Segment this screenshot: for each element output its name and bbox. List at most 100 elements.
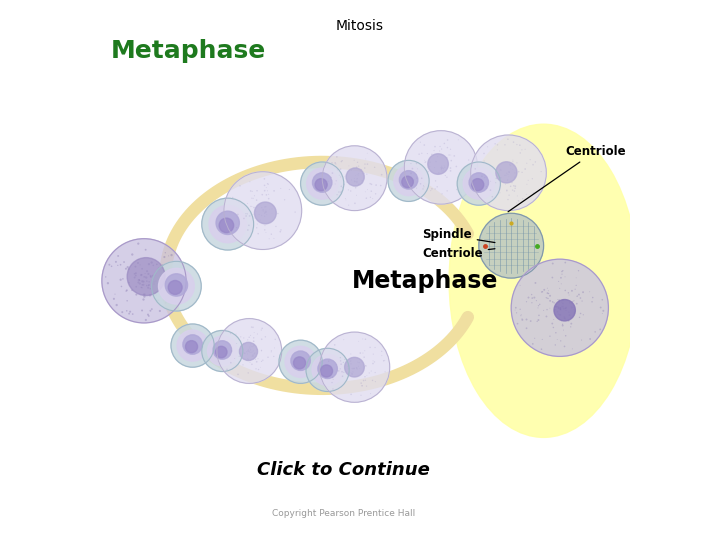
Point	[503, 172, 515, 181]
Point	[515, 312, 526, 320]
Point	[248, 192, 260, 200]
Point	[552, 295, 564, 304]
Point	[335, 353, 346, 362]
Point	[340, 194, 351, 203]
Point	[132, 239, 144, 248]
Point	[478, 157, 490, 165]
Point	[244, 343, 256, 352]
Point	[262, 353, 274, 362]
Point	[132, 255, 144, 264]
Circle shape	[152, 261, 202, 311]
Point	[495, 173, 507, 182]
Circle shape	[279, 340, 323, 383]
Point	[256, 207, 268, 215]
Circle shape	[213, 341, 232, 359]
Point	[554, 284, 565, 293]
Point	[275, 184, 287, 193]
Point	[441, 143, 453, 152]
Point	[348, 364, 360, 373]
Point	[586, 298, 598, 306]
Point	[356, 179, 368, 188]
Point	[575, 294, 586, 302]
Point	[240, 210, 252, 218]
Point	[243, 333, 255, 342]
Point	[266, 230, 277, 239]
Point	[130, 291, 142, 299]
Point	[352, 171, 364, 180]
Circle shape	[207, 336, 237, 366]
Point	[416, 174, 428, 183]
Point	[216, 348, 228, 357]
Point	[548, 315, 559, 324]
Point	[364, 193, 376, 201]
Point	[430, 177, 441, 185]
Circle shape	[469, 173, 489, 192]
Point	[351, 177, 362, 186]
Point	[251, 186, 263, 195]
Point	[367, 350, 379, 359]
Point	[338, 335, 349, 344]
Point	[275, 226, 287, 234]
Circle shape	[463, 168, 495, 199]
Point	[134, 276, 145, 285]
Point	[503, 167, 515, 176]
Point	[557, 296, 569, 305]
Point	[556, 316, 567, 325]
Point	[451, 185, 463, 194]
Point	[244, 358, 256, 367]
Point	[143, 281, 155, 289]
Point	[361, 185, 373, 194]
Circle shape	[202, 330, 243, 372]
Circle shape	[285, 346, 316, 377]
Point	[135, 271, 147, 279]
Point	[127, 250, 138, 259]
Point	[511, 140, 523, 149]
Point	[289, 208, 301, 217]
Point	[375, 181, 387, 190]
Point	[126, 286, 138, 294]
Point	[135, 261, 146, 269]
Point	[151, 260, 163, 269]
Circle shape	[127, 258, 165, 295]
Circle shape	[428, 154, 449, 174]
Point	[361, 194, 372, 202]
Point	[335, 356, 346, 365]
Point	[367, 356, 379, 365]
Point	[225, 359, 237, 367]
Point	[479, 173, 490, 182]
Point	[351, 364, 362, 373]
Point	[248, 341, 260, 349]
Circle shape	[254, 202, 276, 224]
Point	[168, 275, 179, 284]
Point	[549, 341, 561, 349]
Point	[243, 355, 254, 363]
Point	[541, 284, 553, 293]
Point	[526, 299, 538, 307]
Point	[242, 199, 253, 208]
Point	[523, 176, 534, 185]
Point	[330, 177, 342, 185]
Point	[485, 177, 496, 186]
Point	[445, 166, 456, 175]
Point	[168, 278, 180, 286]
Point	[495, 166, 506, 174]
Point	[536, 345, 547, 354]
Point	[349, 178, 361, 186]
Point	[568, 305, 580, 314]
Point	[554, 305, 566, 314]
Point	[154, 276, 166, 285]
Point	[511, 159, 523, 167]
Point	[418, 183, 430, 191]
Point	[590, 328, 601, 336]
Point	[542, 294, 554, 303]
Point	[229, 354, 240, 363]
Point	[247, 210, 258, 219]
Point	[237, 361, 248, 369]
Point	[351, 170, 363, 179]
Point	[565, 302, 577, 311]
Point	[266, 347, 277, 355]
Point	[245, 341, 256, 349]
Point	[415, 179, 426, 188]
Point	[258, 181, 270, 190]
Point	[225, 329, 236, 338]
